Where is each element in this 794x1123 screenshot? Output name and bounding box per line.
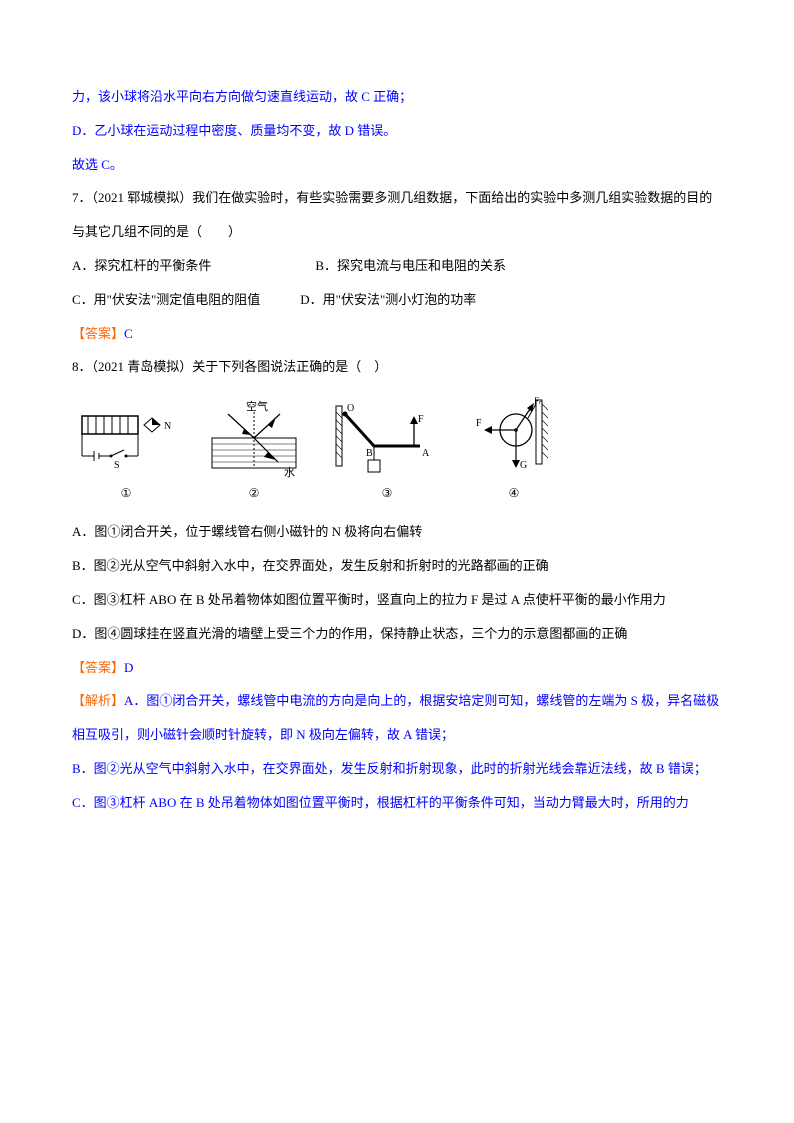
prev-answer-part1: 力，该小球将沿水平向右方向做匀速直线运动，故 C 正确；	[72, 80, 722, 114]
q8-option-d: D．图④圆球挂在竖直光滑的墙壁上受三个力的作用，保持静止状态，三个力的示意图都画…	[72, 617, 722, 651]
q7-options-row2: C．用"伏安法"测定值电阻的阻值 D．用"伏安法"测小灯泡的功率	[72, 283, 722, 317]
q8-stem: 8．（2021 青岛模拟）关于下列各图说法正确的是（ ）	[72, 350, 722, 384]
lever-icon: O B A F	[332, 400, 442, 478]
prev-answer-part2: D．乙小球在运动过程中密度、质量均不变，故 D 错误。	[72, 114, 722, 148]
svg-text:B: B	[366, 448, 373, 459]
q8-answer-label: 【答案】	[72, 660, 124, 675]
svg-text:Fₙ: Fₙ	[534, 396, 543, 406]
svg-text:水: 水	[284, 466, 295, 478]
ball-wall-icon: Fₙ F G	[472, 396, 556, 478]
q8-explanation-label: 【解析】	[72, 693, 124, 708]
q8-explanation-a: 【解析】A．图①闭合开关，螺线管中电流的方向是向上的，根据安培定则可知，螺线管的…	[72, 684, 722, 752]
svg-text:A: A	[422, 448, 430, 459]
q8-diagrams: S N ① 空气 水 ②	[76, 396, 722, 509]
q8-explanation-b: B．图②光从空气中斜射入水中，在交界面处，发生反射和折射现象，此时的折射光线会靠…	[72, 752, 722, 786]
diagram-1-label: ①	[76, 478, 176, 509]
q8-option-c: C．图③杠杆 ABO 在 B 处吊着物体如图位置平衡时，竖直向上的拉力 F 是过…	[72, 583, 722, 617]
q8-explanation-c: C．图③杠杆 ABO 在 B 处吊着物体如图位置平衡时，根据杠杆的平衡条件可知，…	[72, 786, 722, 820]
q7-option-c: C．用"伏安法"测定值电阻的阻值	[72, 283, 260, 317]
diagram-2: 空气 水 ②	[206, 400, 302, 509]
diagram-4-label: ④	[472, 478, 556, 509]
q8-exp-a-text: A．图①闭合开关，螺线管中电流的方向是向上的，根据安培定则可知，螺线管的左端为 …	[72, 693, 719, 742]
q7-stem: 7．（2021 郓城模拟）我们在做实验时，有些实验需要多测几组数据，下面给出的实…	[72, 181, 722, 249]
diagram-2-label: ②	[206, 478, 302, 509]
svg-text:S: S	[114, 460, 120, 471]
q7-option-a: A．探究杠杆的平衡条件	[72, 249, 211, 283]
diagram-3-label: ③	[332, 478, 442, 509]
diagram-4: Fₙ F G ④	[472, 396, 556, 509]
solenoid-icon: S N	[76, 406, 176, 478]
svg-text:F: F	[476, 418, 482, 429]
q7-option-d: D．用"伏安法"测小灯泡的功率	[300, 283, 476, 317]
q7-option-b: B．探究电流与电压和电阻的关系	[315, 249, 506, 283]
svg-text:N: N	[164, 421, 171, 432]
svg-text:F: F	[418, 414, 424, 425]
q7-answer: 【答案】C	[72, 317, 722, 351]
q8-option-b: B．图②光从空气中斜射入水中，在交界面处，发生反射和折射时的光路都画的正确	[72, 549, 722, 583]
svg-text:G: G	[520, 460, 527, 471]
svg-text:O: O	[347, 403, 354, 414]
q7-options-row1: A．探究杠杆的平衡条件 B．探究电流与电压和电阻的关系	[72, 249, 722, 283]
refraction-icon: 空气 水	[206, 400, 302, 478]
svg-text:空气: 空气	[246, 400, 268, 413]
q7-answer-value: C	[124, 326, 133, 341]
q8-answer-value: D	[124, 660, 133, 675]
q8-answer: 【答案】D	[72, 651, 722, 685]
q7-answer-label: 【答案】	[72, 326, 124, 341]
q8-option-a: A．图①闭合开关，位于螺线管右侧小磁针的 N 极将向右偏转	[72, 515, 722, 549]
diagram-1: S N ①	[76, 406, 176, 509]
diagram-3: O B A F ③	[332, 400, 442, 509]
prev-answer-conclusion: 故选 C。	[72, 148, 722, 182]
